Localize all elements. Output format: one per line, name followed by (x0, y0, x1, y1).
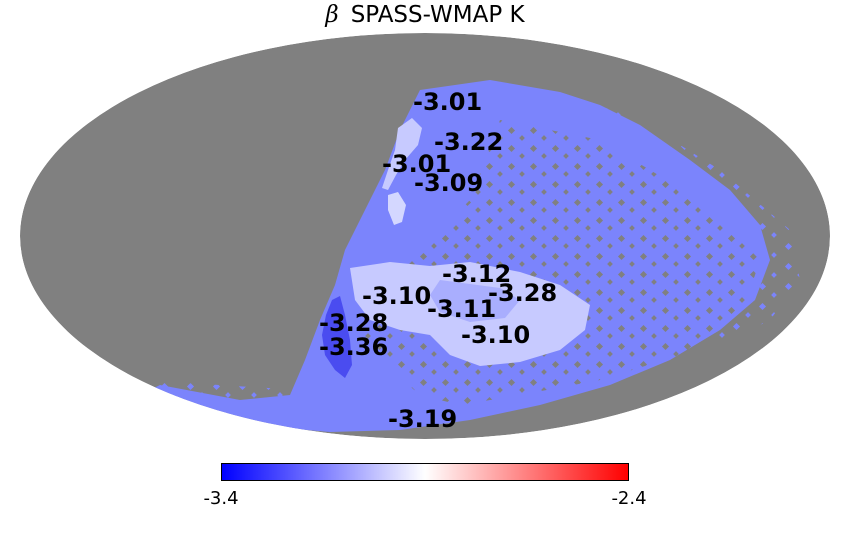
region-label: -3.28 (488, 279, 557, 307)
beta-symbol: β (325, 2, 339, 28)
region-label: -3.01 (413, 88, 482, 116)
region-label: -3.10 (362, 282, 431, 310)
region-label: -3.28 (319, 309, 388, 337)
map-title: β SPASS-WMAP K (0, 0, 850, 30)
region-label: -3.01 (382, 150, 451, 178)
region-label: -3.12 (442, 260, 511, 288)
region-label: -3.09 (414, 169, 483, 197)
region-labels: -3.01 -3.22 -3.01 -3.09 -3.12 -3.28 -3.1… (319, 88, 557, 433)
colorbar-max-label: -2.4 (611, 488, 647, 509)
light-streak (388, 192, 406, 225)
light-region-inner (430, 280, 520, 322)
region-label: -3.10 (461, 321, 530, 349)
sky-map (20, 33, 830, 439)
region-label: -3.19 (388, 405, 457, 433)
map-title-text: SPASS-WMAP K (350, 2, 525, 28)
colorbar (221, 463, 629, 481)
colorbar-min-label: -3.4 (203, 488, 239, 509)
dark-region (322, 296, 352, 378)
light-region-upper (382, 118, 422, 190)
region-label: -3.22 (434, 128, 503, 156)
region-label: -3.36 (319, 333, 388, 361)
region-label: -3.11 (427, 295, 496, 323)
